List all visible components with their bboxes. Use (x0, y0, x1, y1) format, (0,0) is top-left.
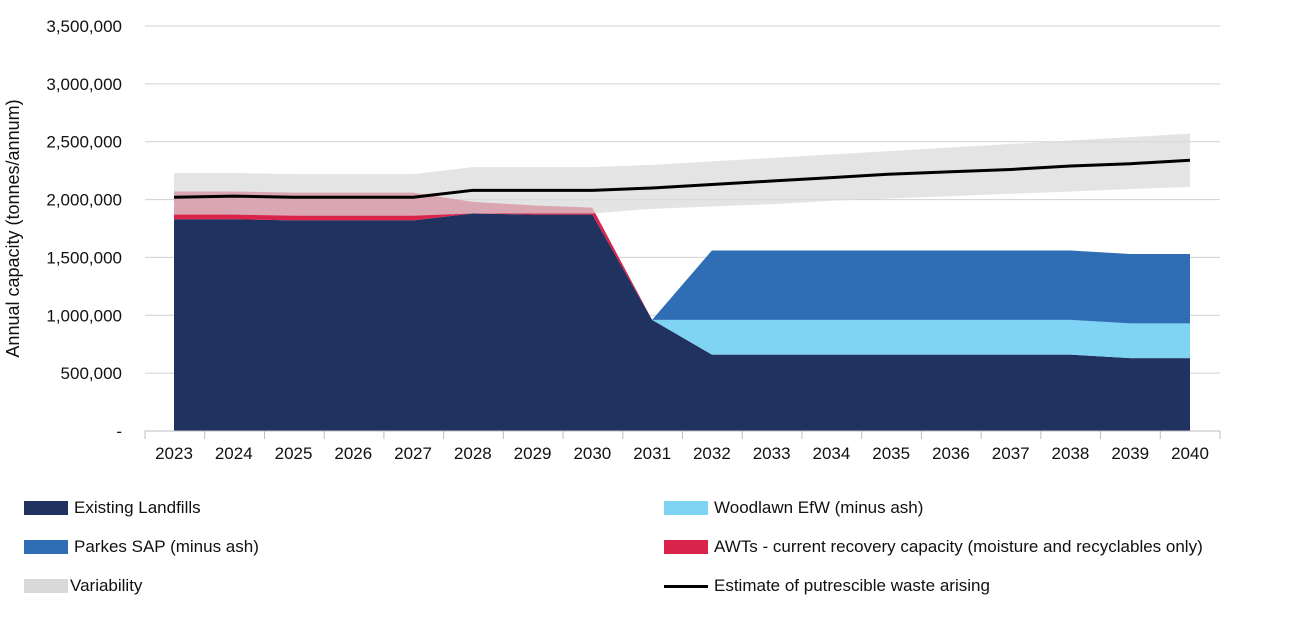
variability-band (174, 133, 1190, 216)
x-tick-label: 2030 (573, 444, 611, 463)
area-existing (174, 213, 1190, 431)
axes: - 500,000 1,000,000 1,500,000 2,000,000 2,500… (46, 17, 1221, 463)
x-tick-label: 2026 (334, 444, 372, 463)
x-tick-label: 2034 (812, 444, 850, 463)
x-tick-label: 2028 (454, 444, 492, 463)
legend-line-estimate (664, 584, 708, 588)
area-woodlawn (174, 213, 1190, 359)
legend-swatch-variability (24, 579, 68, 593)
y-tick-label: 500,000 (61, 364, 122, 383)
x-tick-label: 2029 (514, 444, 552, 463)
x-tick-label: 2031 (633, 444, 671, 463)
x-tick-label: 2025 (275, 444, 313, 463)
y-tick-label: - (116, 422, 122, 441)
y-tick-label: 1,500,000 (46, 248, 122, 267)
x-tick-label: 2027 (394, 444, 432, 463)
stacked-areas (174, 191, 1190, 431)
variability-band-layer (174, 133, 1190, 216)
y-tick-label: 1,000,000 (46, 306, 122, 325)
legend-item-existing-landfills: Existing Landfills (24, 498, 201, 518)
legend-item-woodlawn: Woodlawn EfW (minus ash) (664, 498, 923, 518)
legend: Existing Landfills Woodlawn EfW (minus a… (0, 490, 1304, 610)
legend-item-variability: Variability (24, 576, 142, 596)
legend-swatch-woodlawn (664, 501, 708, 515)
legend-label: Variability (70, 576, 143, 595)
x-tick-label: 2040 (1171, 444, 1209, 463)
x-tick-label: 2038 (1052, 444, 1090, 463)
legend-item-estimate: Estimate of putrescible waste arising (664, 576, 990, 596)
y-tick-label: 2,500,000 (46, 133, 122, 152)
legend-swatch-parkes (24, 540, 68, 554)
estimate-line-layer (173, 158, 1191, 199)
legend-label: Woodlawn EfW (minus ash) (714, 498, 924, 517)
legend-swatch-existing (24, 501, 68, 515)
y-tick-label: 3,500,000 (46, 17, 122, 36)
y-tick-label: 2,000,000 (46, 191, 122, 210)
legend-item-awts: AWTs - current recovery capacity (moistu… (664, 537, 1203, 557)
x-tick-label: 2023 (155, 444, 193, 463)
x-tick-label: 2037 (992, 444, 1030, 463)
legend-label: Existing Landfills (74, 498, 201, 517)
x-tick-label: 2036 (932, 444, 970, 463)
estimate-line (173, 158, 1191, 199)
y-tick-label: 3,000,000 (46, 75, 122, 94)
x-tick-label: 2033 (753, 444, 791, 463)
area-parkes (174, 213, 1190, 324)
y-axis-label: Annual capacity (tonnes/annum) (3, 99, 23, 357)
legend-swatch-awt (664, 540, 708, 554)
legend-label: Estimate of putrescible waste arising (714, 576, 990, 595)
legend-item-parkes: Parkes SAP (minus ash) (24, 537, 259, 557)
x-tick-label: 2039 (1111, 444, 1149, 463)
x-tick-label: 2024 (215, 444, 253, 463)
chart-area: - 500,000 1,000,000 1,500,000 2,000,000 2,500… (3, 17, 1221, 463)
legend-label: AWTs - current recovery capacity (moistu… (714, 537, 1203, 556)
x-tick-label: 2032 (693, 444, 731, 463)
x-tick-label: 2035 (872, 444, 910, 463)
legend-label: Parkes SAP (minus ash) (74, 537, 259, 556)
